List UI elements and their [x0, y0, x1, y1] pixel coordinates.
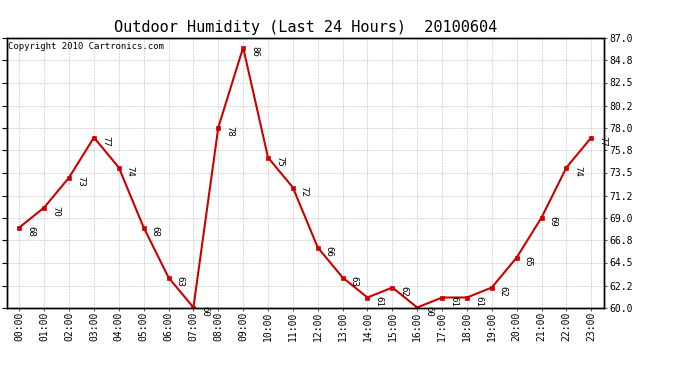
Text: 75: 75 [275, 156, 284, 167]
Text: 63: 63 [350, 276, 359, 287]
Text: 62: 62 [400, 286, 408, 297]
Text: 63: 63 [175, 276, 184, 287]
Text: 78: 78 [225, 126, 234, 137]
Text: 66: 66 [325, 246, 334, 257]
Text: Copyright 2010 Cartronics.com: Copyright 2010 Cartronics.com [8, 42, 164, 51]
Text: 65: 65 [524, 256, 533, 267]
Title: Outdoor Humidity (Last 24 Hours)  20100604: Outdoor Humidity (Last 24 Hours) 2010060… [114, 20, 497, 35]
Text: 68: 68 [150, 226, 159, 237]
Text: 77: 77 [598, 136, 607, 147]
Text: 68: 68 [26, 226, 35, 237]
Text: 74: 74 [126, 166, 135, 177]
Text: 61: 61 [474, 296, 483, 307]
Text: 74: 74 [573, 166, 582, 177]
Text: 62: 62 [499, 286, 508, 297]
Text: 86: 86 [250, 46, 259, 57]
Text: 73: 73 [76, 176, 85, 187]
Text: 72: 72 [300, 186, 309, 197]
Text: 60: 60 [424, 306, 433, 317]
Text: 69: 69 [549, 216, 558, 227]
Text: 61: 61 [449, 296, 458, 307]
Text: 77: 77 [101, 136, 110, 147]
Text: 61: 61 [375, 296, 384, 307]
Text: 70: 70 [51, 206, 60, 217]
Text: 60: 60 [200, 306, 209, 317]
